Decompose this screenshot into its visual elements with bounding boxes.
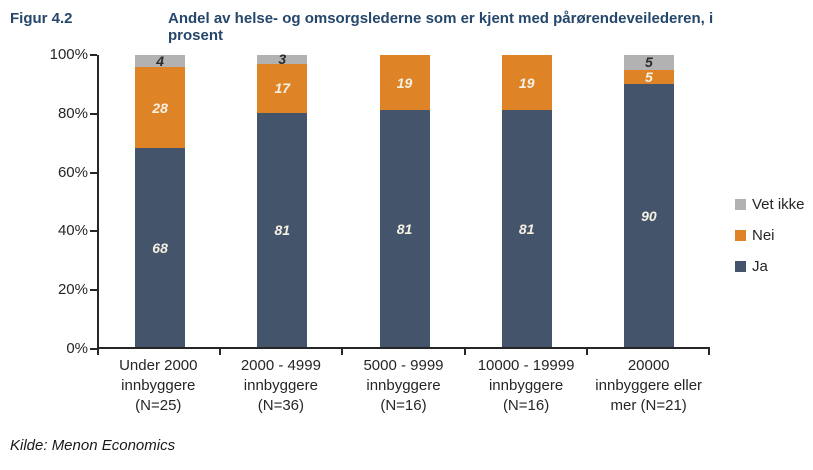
bar-segment-value: 19 [518,74,535,91]
bar-segment-vet-ikke: 5 [623,54,674,71]
x-category-label: 10000 - 19999 innbyggere (N=16) [477,357,575,414]
bar-segment-nei: 19 [379,55,430,111]
source-note: Kilde: Menon Economics [10,437,176,454]
bar-segment-nei: 28 [135,66,186,149]
bar-segment-value: 3 [278,51,287,68]
legend-label: Ja [752,258,768,275]
x-tick-mark [341,349,344,355]
legend-item-ja: Ja [735,258,805,275]
bar-column: 5 5 90 [588,54,710,347]
legend-swatch-icon [735,230,746,241]
legend-swatch-icon [735,261,746,272]
bar-segment-value: 28 [152,99,168,116]
chart-title: Andel av helse- og omsorgslederne som er… [168,10,714,44]
bar-segment-value: 81 [274,221,291,238]
bar-segment-value: 19 [396,74,413,91]
bar-column: 19 81 [343,55,465,347]
bar-segment-value: 68 [152,239,168,256]
y-tick-label: 80% [57,104,88,122]
legend-item-vet-ikke: Vet ikke [735,196,805,213]
y-tick-mark [90,289,97,292]
bar-segment-nei: 5 [623,68,674,85]
x-tick-mark [219,349,222,355]
stacked-bar: 19 81 [379,55,430,347]
x-axis-labels: Under 2000 innbyggere (N=25) 2000 - 4999 … [97,356,710,416]
bar-column: 19 81 [466,55,588,347]
y-tick-mark [90,54,97,56]
legend-item-nei: Nei [735,227,805,244]
stacked-bar: 19 81 [501,55,552,347]
stacked-bar: 3 17 81 [257,51,308,347]
x-tick-mark [463,349,466,355]
x-tick-mark [97,349,99,355]
bar-segment-value: 5 [645,54,653,71]
bar-segment-vet-ikke: 3 [257,51,308,67]
bar-segment-ja: 81 [379,110,430,347]
x-category-label: Under 2000 innbyggere (N=25) [119,357,198,414]
bar-segment-nei: 19 [501,55,552,111]
bar-segment-ja: 81 [257,112,308,347]
y-tick-label: 60% [57,163,88,181]
y-tick-label: 40% [57,222,88,240]
y-tick-mark [90,112,97,115]
plot-area: 4 28 68 3 17 81 19 81 19 81 5 5 90 [97,51,710,349]
bars-container: 4 28 68 3 17 81 19 81 19 81 5 5 90 [99,51,710,347]
figure-label: Figur 4.2 [10,10,73,27]
bar-segment-ja: 81 [501,110,552,347]
y-tick-mark [90,171,97,174]
legend-label: Nei [752,227,775,244]
y-tick-mark [90,230,97,233]
bar-segment-ja: 68 [135,148,186,347]
bar-segment-value: 5 [645,68,653,85]
bar-segment-value: 4 [156,52,164,69]
bar-segment-value: 81 [396,220,413,237]
y-tick-label: 0% [66,340,88,357]
legend-label: Vet ikke [752,196,805,213]
x-category-label: 5000 - 9999 innbyggere (N=16) [363,357,444,414]
x-category-label: 2000 - 4999 innbyggere (N=36) [240,357,321,414]
bar-segment-value: 81 [518,220,535,237]
y-tick-label: 100% [49,46,88,63]
y-tick-label: 20% [57,281,88,299]
y-tick-mark [90,348,97,350]
stacked-bar: 5 5 90 [623,54,674,347]
bar-segment-value: 90 [641,207,657,224]
x-tick-mark [585,349,588,355]
x-tick-mark [708,349,710,355]
bar-column: 4 28 68 [99,52,221,347]
bar-segment-vet-ikke: 4 [135,52,186,69]
bar-segment-nei: 17 [257,63,308,113]
x-category-label: 20000 innbyggere eller mer (N=21) [595,357,703,414]
bar-column: 3 17 81 [221,51,343,347]
stacked-bar: 4 28 68 [135,52,186,347]
bar-segment-ja: 90 [623,84,674,347]
legend-swatch-icon [735,199,746,210]
bar-segment-value: 17 [274,80,291,97]
legend: Vet ikke Nei Ja [735,196,805,275]
